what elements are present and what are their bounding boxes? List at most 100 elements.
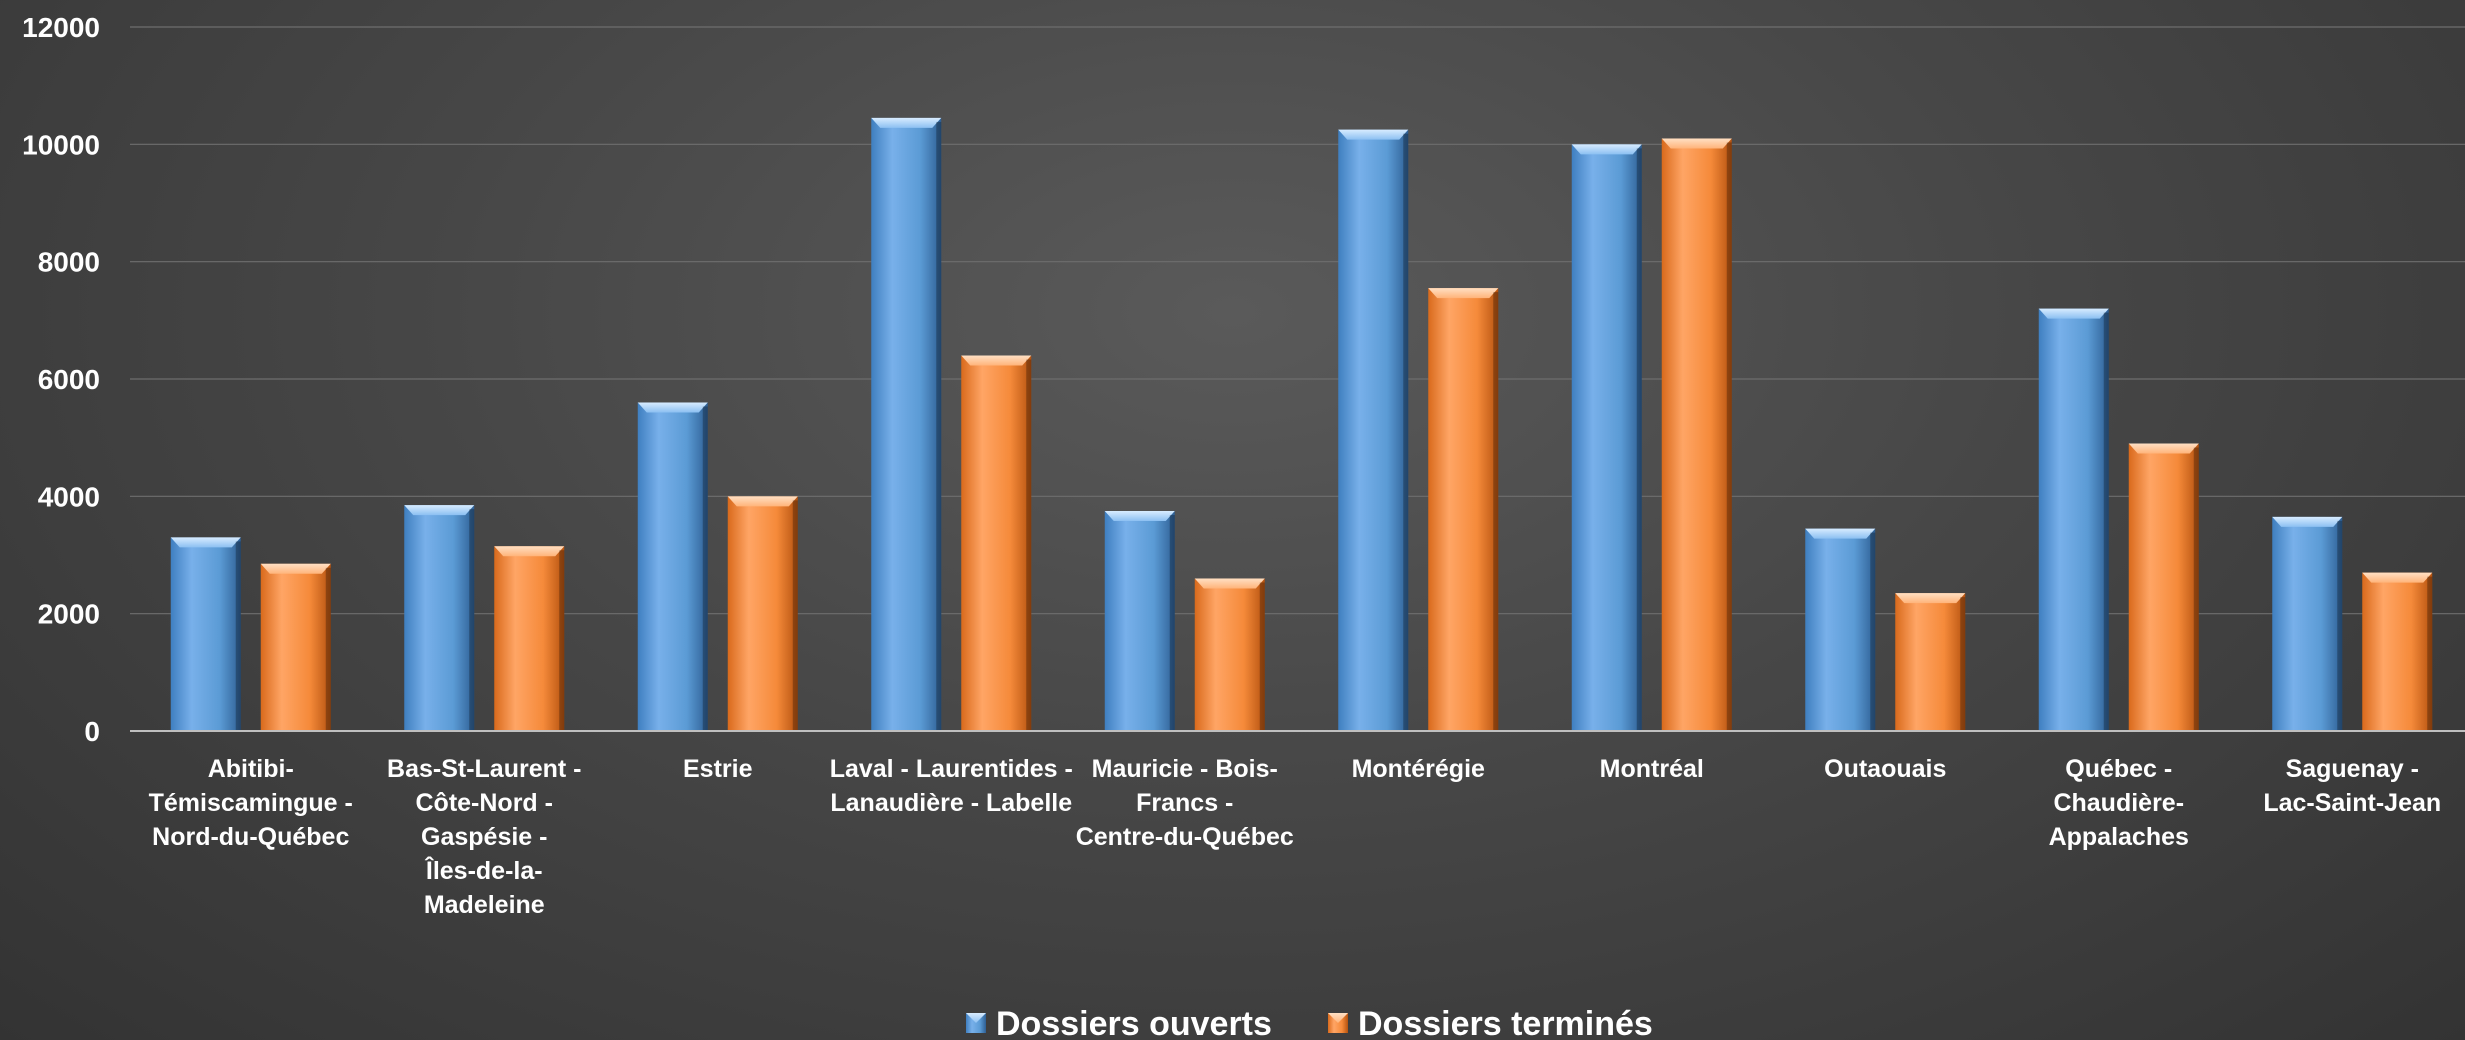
- bar-body: [637, 402, 708, 731]
- bar-termines: [2128, 443, 2199, 731]
- bar-shade: [2103, 312, 2109, 731]
- bar-termines: [2362, 572, 2433, 731]
- bar-cap: [1805, 528, 1876, 539]
- bar-cap: [260, 563, 331, 574]
- bar-body: [1805, 528, 1876, 731]
- x-axis-labels: Abitibi- Témiscamingue - Nord-du-Québec Bas…: [149, 755, 2442, 919]
- gridlines: [130, 26, 2465, 615]
- bar-cap: [404, 505, 475, 516]
- x-tick-label: Montérégie: [1352, 755, 1485, 783]
- bar-shade: [702, 406, 708, 731]
- bar-ouverts: [2038, 308, 2109, 731]
- bar-shade: [325, 567, 331, 731]
- bar-body: [1661, 138, 1732, 731]
- x-tick-label-line: Estrie: [683, 755, 753, 783]
- bar-body: [2272, 516, 2343, 731]
- bar-body: [494, 546, 565, 731]
- bar-cap: [2128, 443, 2199, 454]
- x-tick-label-line: Centre-du-Québec: [1076, 823, 1294, 851]
- legend: Dossiers ouverts Dossiers terminés: [966, 1005, 1653, 1040]
- bar-shade: [1636, 148, 1642, 732]
- bar-shade: [2337, 520, 2343, 731]
- x-tick-label: Laval - Laurentides - Lanaudière - Labell…: [830, 755, 1073, 817]
- bar-shade: [1960, 597, 1966, 731]
- bar-cap: [2272, 516, 2343, 527]
- bar-shade: [1026, 359, 1032, 731]
- bar-cap: [727, 496, 798, 507]
- x-tick-label: Québec - Chaudière- Appalaches: [2049, 755, 2189, 851]
- bar-ouverts: [637, 402, 708, 731]
- bar-body: [404, 505, 475, 731]
- y-tick-label: 12000: [22, 12, 100, 43]
- x-tick-label-line: Montérégie: [1352, 755, 1485, 783]
- bar-shade: [559, 550, 565, 731]
- x-tick-label-line: Îles-de-la-: [424, 855, 543, 885]
- bar-body: [1104, 511, 1175, 731]
- x-tick-label-line: Lanaudière - Labelle: [830, 789, 1072, 817]
- bar-body: [1895, 593, 1966, 731]
- bar-ouverts: [170, 537, 241, 731]
- bar-body: [1194, 578, 1265, 731]
- bar-termines: [1895, 593, 1966, 731]
- bar-termines: [260, 563, 331, 731]
- bar-ouverts: [1104, 511, 1175, 731]
- x-tick-label-line: Abitibi-: [208, 755, 294, 783]
- bar-body: [1428, 288, 1499, 731]
- bar-termines: [727, 496, 798, 731]
- bar-cap: [871, 117, 942, 128]
- bar-shade: [2193, 447, 2199, 731]
- x-tick-label-line: Saguenay -: [2286, 755, 2419, 783]
- legend-label: Dossiers ouverts: [996, 1005, 1272, 1040]
- y-tick-label: 10000: [22, 129, 100, 160]
- bar-ouverts: [404, 505, 475, 731]
- bar-body: [2128, 443, 2199, 731]
- x-tick-label-line: Madeleine: [424, 891, 545, 919]
- x-tick-label-line: Bas-St-Laurent -: [387, 755, 581, 783]
- bar-shade: [1726, 142, 1732, 731]
- bar-termines: [961, 355, 1032, 731]
- x-tick-label: Mauricie - Bois- Francs - Centre-du-Québec: [1076, 755, 1294, 851]
- bar-body: [2362, 572, 2433, 731]
- x-tick-label-line: Francs -: [1136, 789, 1233, 817]
- x-tick-label-line: Chaudière-: [2053, 789, 2184, 817]
- bar-ouverts: [2272, 516, 2343, 731]
- x-tick-label-line: Montréal: [1600, 755, 1704, 783]
- y-tick-label: 6000: [38, 364, 100, 395]
- bar-termines: [1661, 138, 1732, 731]
- x-tick-label-line: Outaouais: [1824, 755, 1946, 783]
- bar-cap: [1428, 288, 1499, 299]
- bar-body: [727, 496, 798, 731]
- bar-body: [871, 117, 942, 731]
- bar-body: [961, 355, 1032, 731]
- bar-shade: [469, 509, 475, 731]
- bar-shade: [1403, 133, 1409, 731]
- x-tick-label: Outaouais: [1824, 755, 1946, 783]
- bar-termines: [1428, 288, 1499, 731]
- x-tick-label-line: Québec -: [2065, 755, 2172, 783]
- x-tick-label: Estrie: [683, 755, 753, 783]
- bar-ouverts: [1571, 144, 1642, 732]
- bar-termines: [1194, 578, 1265, 731]
- bar-cap: [2362, 572, 2433, 583]
- bar-shade: [1259, 582, 1265, 731]
- bar-ouverts: [1338, 129, 1409, 731]
- legend-swatch-cap: [966, 1013, 986, 1023]
- bar-cap: [1338, 129, 1409, 140]
- legend-item: Dossiers ouverts: [966, 1005, 1272, 1040]
- x-tick-label-line: Appalaches: [2049, 823, 2189, 851]
- bar-shade: [1169, 515, 1175, 731]
- x-tick-label-line: Côte-Nord -: [416, 789, 553, 817]
- x-tick-label-line: Lac-Saint-Jean: [2263, 789, 2441, 817]
- bar-cap: [1895, 593, 1966, 604]
- x-tick-label-line: Mauricie - Bois-: [1092, 755, 1278, 783]
- bar-shade: [1493, 292, 1499, 731]
- legend-label: Dossiers terminés: [1358, 1005, 1653, 1040]
- x-tick-label: Saguenay - Lac-Saint-Jean: [2263, 755, 2441, 817]
- x-tick-label-line: Témiscamingue -: [149, 789, 353, 817]
- x-tick-label: Abitibi- Témiscamingue - Nord-du-Québec: [149, 755, 353, 851]
- x-tick-label: Bas-St-Laurent - Côte-Nord - Gaspésie - Île…: [387, 755, 581, 919]
- bar-shade: [1870, 532, 1876, 731]
- bar-cap: [2038, 308, 2109, 319]
- x-tick-label-line: Nord-du-Québec: [152, 823, 349, 851]
